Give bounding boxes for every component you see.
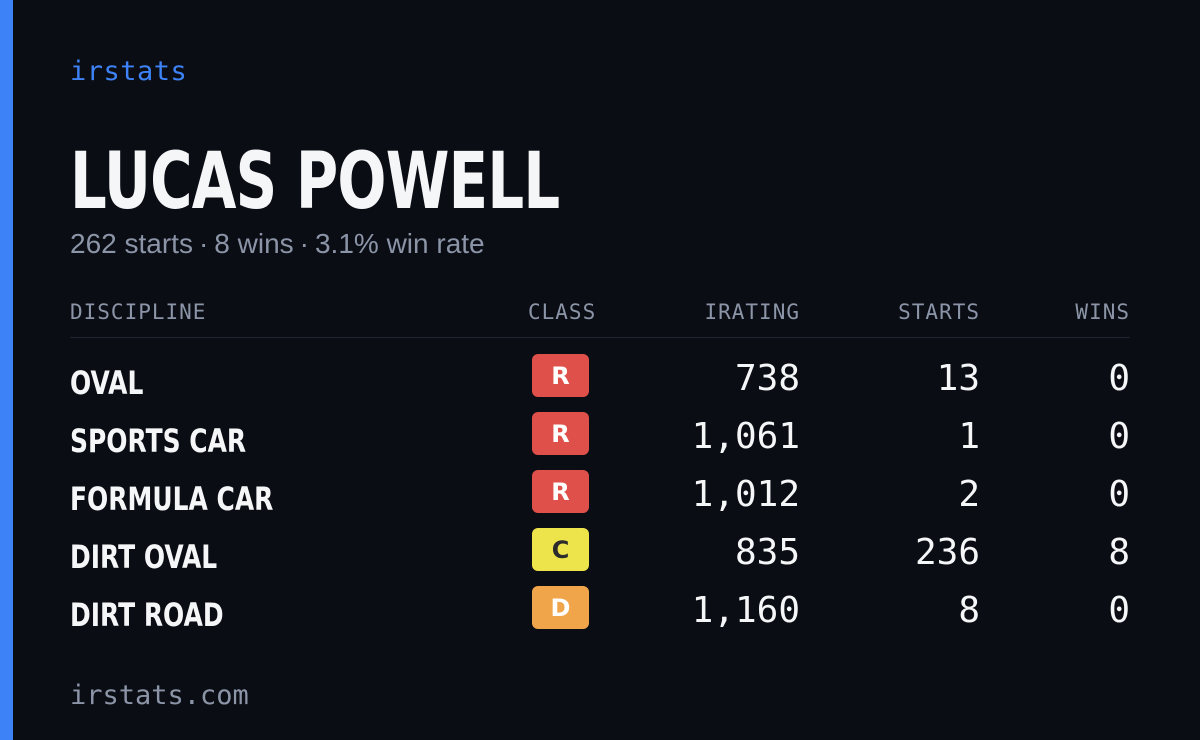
wins-summary: 8 wins: [214, 228, 294, 259]
separator-dot: ·: [299, 228, 309, 259]
table-row: OVAL R 738 13 0: [70, 354, 1130, 412]
separator-dot: ·: [198, 228, 209, 259]
accent-bar: [0, 0, 13, 740]
wins-value: 0: [1108, 474, 1130, 515]
license-class-badge: R: [532, 470, 589, 513]
starts-summary: 262 starts: [70, 228, 193, 259]
win-rate-summary: 3.1% win rate: [314, 228, 485, 259]
table-header: DISCIPLINE CLASS IRATING STARTS WINS: [70, 300, 1130, 338]
header-class: CLASS: [528, 300, 597, 324]
header-irating: IRATING: [704, 300, 800, 324]
header-discipline: DISCIPLINE: [70, 300, 207, 324]
wins-value: 0: [1108, 590, 1130, 631]
discipline-name: OVAL: [70, 364, 144, 402]
starts-value: 8: [958, 590, 980, 631]
license-class-badge: D: [532, 586, 589, 629]
table-row: DIRT OVAL C 835 236 8: [70, 528, 1130, 586]
irating-value: 1,160: [691, 590, 800, 631]
license-class-badge: R: [532, 354, 589, 397]
driver-summary: 262 starts · 8 wins · 3.1% win rate: [70, 228, 485, 260]
wins-value: 8: [1108, 532, 1130, 573]
discipline-name: DIRT ROAD: [70, 596, 224, 634]
table-row: SPORTS CAR R 1,061 1 0: [70, 412, 1130, 470]
discipline-name: FORMULA CAR: [70, 480, 274, 518]
irating-value: 1,061: [691, 416, 800, 457]
discipline-name: DIRT OVAL: [70, 538, 218, 576]
license-class-badge: C: [532, 528, 589, 571]
starts-value: 2: [958, 474, 980, 515]
license-class-badge: R: [532, 412, 589, 455]
starts-value: 236: [914, 532, 980, 573]
header-wins: WINS: [1075, 300, 1130, 324]
irating-value: 738: [734, 358, 800, 399]
driver-name: LUCAS POWELL: [70, 137, 560, 227]
starts-value: 1: [958, 416, 980, 457]
table-row: DIRT ROAD D 1,160 8 0: [70, 586, 1130, 644]
irating-value: 1,012: [691, 474, 800, 515]
starts-value: 13: [936, 358, 980, 399]
irating-value: 835: [734, 532, 800, 573]
table-row: FORMULA CAR R 1,012 2 0: [70, 470, 1130, 528]
brand-logo[interactable]: irstats: [70, 56, 188, 87]
footer-url[interactable]: irstats.com: [70, 680, 249, 711]
header-starts: STARTS: [898, 300, 980, 324]
wins-value: 0: [1108, 416, 1130, 457]
discipline-name: SPORTS CAR: [70, 422, 247, 460]
wins-value: 0: [1108, 358, 1130, 399]
